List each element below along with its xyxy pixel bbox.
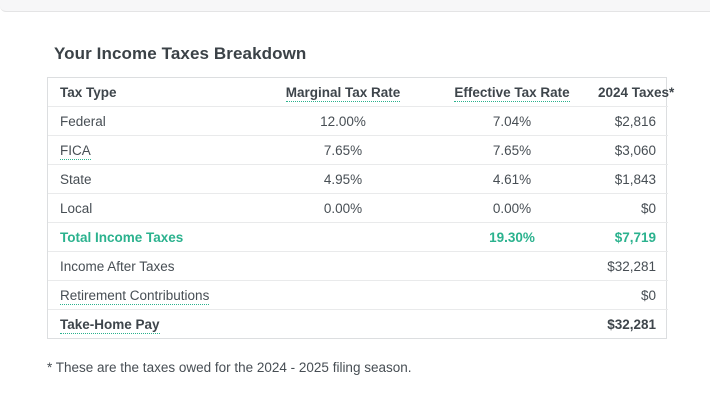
cell-marginal-rate: 7.65% xyxy=(248,135,438,165)
cell-effective-rate xyxy=(438,251,586,281)
cell-effective-rate: 19.30% xyxy=(438,222,586,252)
table-row-federal: Federal 12.00% 7.04% $2,816 xyxy=(48,106,668,136)
cell-tax-type: State xyxy=(48,164,248,194)
cell-effective-rate: 0.00% xyxy=(438,193,586,223)
cell-taxes: $32,281 xyxy=(586,251,668,281)
cell-taxes: $1,843 xyxy=(586,164,668,194)
cell-taxes: $3,060 xyxy=(586,135,668,165)
cell-tax-type: Income After Taxes xyxy=(48,251,248,281)
cell-taxes: $2,816 xyxy=(586,106,668,136)
table-row-income-after-taxes: Income After Taxes $32,281 xyxy=(48,251,668,281)
table-row-fica: FICA 7.65% 7.65% $3,060 xyxy=(48,135,668,165)
table-row-take-home-pay: Take-Home Pay $32,281 xyxy=(48,310,668,339)
cell-taxes: $0 xyxy=(586,193,668,223)
cell-marginal-rate: 4.95% xyxy=(248,164,438,194)
header-row: Tax Type Marginal Tax Rate Effective Tax… xyxy=(48,78,674,107)
cell-marginal-rate xyxy=(248,310,438,339)
cell-tax-type: FICA xyxy=(48,135,248,165)
cell-effective-rate: 4.61% xyxy=(438,164,586,194)
table-row-state: State 4.95% 4.61% $1,843 xyxy=(48,164,668,194)
retirement-contributions-tooltip-term[interactable]: Retirement Contributions xyxy=(60,288,210,305)
filing-season-footnote: * These are the taxes owed for the 2024 … xyxy=(47,360,412,375)
cell-tax-type: Retirement Contributions xyxy=(48,280,248,310)
column-header-2024-taxes: 2024 Taxes* xyxy=(586,78,674,107)
cell-effective-rate: 7.04% xyxy=(438,106,586,136)
table-row-retirement-contributions: Retirement Contributions $0 xyxy=(48,280,668,310)
cell-tax-type: Federal xyxy=(48,106,248,136)
cell-taxes: $0 xyxy=(586,280,668,310)
fica-tooltip-term[interactable]: FICA xyxy=(60,143,91,160)
column-header-effective-tax-rate: Effective Tax Rate xyxy=(438,78,586,107)
cell-marginal-rate: 0.00% xyxy=(248,193,438,223)
marginal-tax-rate-tooltip-term[interactable]: Marginal Tax Rate xyxy=(285,85,401,102)
column-header-marginal-tax-rate: Marginal Tax Rate xyxy=(248,78,438,107)
cell-marginal-rate xyxy=(248,251,438,281)
section-title: Your Income Taxes Breakdown xyxy=(54,44,307,63)
cell-tax-type: Local xyxy=(48,193,248,223)
cell-effective-rate xyxy=(438,280,586,310)
take-home-pay-tooltip-term[interactable]: Take-Home Pay xyxy=(60,317,160,334)
cell-marginal-rate xyxy=(248,280,438,310)
table-row-local: Local 0.00% 0.00% $0 xyxy=(48,193,668,223)
cell-taxes: $7,719 xyxy=(586,222,668,252)
cell-effective-rate xyxy=(438,310,586,339)
table-row-total-income-taxes: Total Income Taxes 19.30% $7,719 xyxy=(48,222,668,252)
column-header-tax-type: Tax Type xyxy=(48,78,248,107)
cell-marginal-rate xyxy=(248,222,438,252)
income-taxes-breakdown-section: Your Income Taxes Breakdown Tax Type Mar… xyxy=(0,12,710,375)
tax-breakdown-card: Tax Type Marginal Tax Rate Effective Tax… xyxy=(47,77,674,339)
tax-breakdown-table: Tax Type Marginal Tax Rate Effective Tax… xyxy=(48,78,674,339)
cell-tax-type: Total Income Taxes xyxy=(48,222,248,252)
cell-tax-type: Take-Home Pay xyxy=(48,310,248,339)
cell-marginal-rate: 12.00% xyxy=(248,106,438,136)
cell-effective-rate: 7.65% xyxy=(438,135,586,165)
cell-taxes: $32,281 xyxy=(607,317,656,332)
effective-tax-rate-tooltip-term[interactable]: Effective Tax Rate xyxy=(454,85,570,102)
top-card-edge xyxy=(0,0,710,12)
